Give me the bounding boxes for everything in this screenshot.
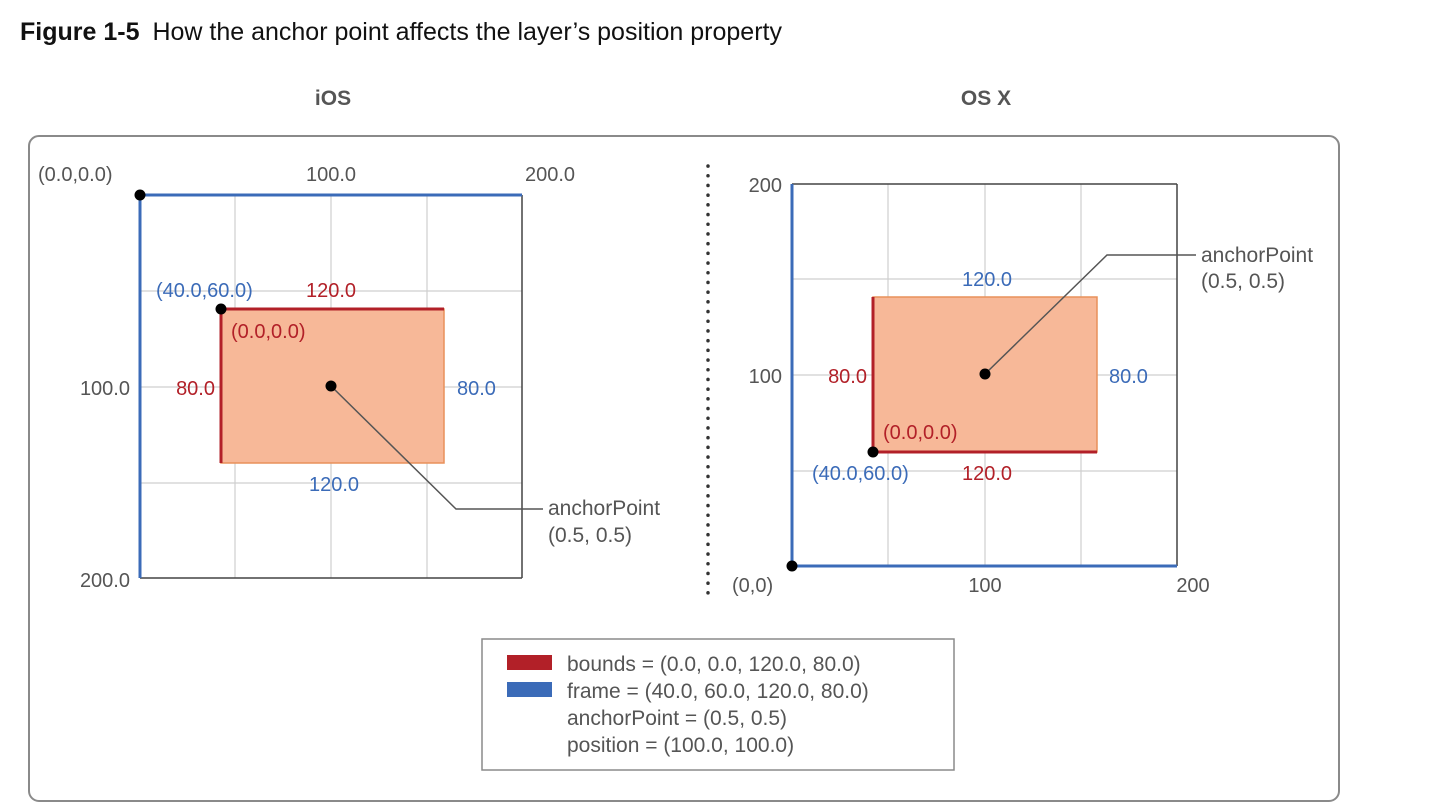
osx-anchor-callout-line1: anchorPoint xyxy=(1201,244,1313,267)
osx-anchor-callout-line2: (0.5, 0.5) xyxy=(1201,270,1285,293)
ios-y-tick-200: 200.0 xyxy=(80,570,130,592)
ios-heading: iOS xyxy=(315,87,351,110)
ios-frame-origin-point xyxy=(215,303,227,315)
ios-bounds-width-label: 120.0 xyxy=(306,280,356,302)
osx-panel: 200 100 (0,0) 100 200 120.0 80.0 80.0 (0… xyxy=(732,175,1313,597)
osx-y-tick-200: 200 xyxy=(749,175,782,197)
ios-origin-point xyxy=(134,189,146,201)
osx-frame-height-label: 80.0 xyxy=(1109,366,1148,388)
osx-origin-label: (0,0) xyxy=(732,575,773,597)
ios-frame-height-label: 80.0 xyxy=(457,378,496,400)
legend-position-text: position = (100.0, 100.0) xyxy=(567,734,794,757)
osx-bounds-origin-label: (0.0,0.0) xyxy=(883,422,957,444)
ios-panel: (0.0,0.0) 100.0 200.0 100.0 200.0 (40.0,… xyxy=(38,164,660,592)
osx-y-tick-100: 100 xyxy=(749,366,782,388)
ios-x-tick-200: 200.0 xyxy=(525,164,575,186)
osx-x-tick-100: 100 xyxy=(968,575,1001,597)
legend-bounds-swatch xyxy=(507,655,552,670)
legend-bounds-text: bounds = (0.0, 0.0, 120.0, 80.0) xyxy=(567,653,861,676)
ios-origin-label: (0.0,0.0) xyxy=(38,164,112,186)
ios-anchor-point xyxy=(325,380,337,392)
ios-anchor-callout-line1: anchorPoint xyxy=(548,497,660,520)
ios-bounds-origin-label: (0.0,0.0) xyxy=(231,321,305,343)
osx-anchor-callout-line xyxy=(984,254,1196,375)
figure-title: How the anchor point affects the layer’s… xyxy=(152,18,782,46)
ios-frame-origin-label: (40.0,60.0) xyxy=(156,280,253,302)
figure-number: Figure 1-5 xyxy=(20,18,140,46)
osx-bounds-width-label: 120.0 xyxy=(962,463,1012,485)
osx-frame-origin-point xyxy=(867,446,879,458)
osx-origin-point xyxy=(786,560,798,572)
ios-x-tick-100: 100.0 xyxy=(306,164,356,186)
osx-anchor-point xyxy=(979,368,991,380)
legend: bounds = (0.0, 0.0, 120.0, 80.0) frame =… xyxy=(481,638,955,771)
osx-frame-width-label: 120.0 xyxy=(962,269,1012,291)
osx-bounds-height-label: 80.0 xyxy=(828,366,867,388)
osx-x-tick-200: 200 xyxy=(1176,575,1209,597)
legend-frame-swatch xyxy=(507,682,552,697)
ios-frame-width-label: 120.0 xyxy=(309,474,359,496)
figure-caption: Figure 1-5 How the anchor point affects … xyxy=(20,18,782,47)
legend-frame-text: frame = (40.0, 60.0, 120.0, 80.0) xyxy=(567,680,869,703)
ios-anchor-callout-line xyxy=(330,385,543,510)
figure-container xyxy=(28,135,1340,802)
ios-bounds-height-label: 80.0 xyxy=(176,378,215,400)
legend-anchor-text: anchorPoint = (0.5, 0.5) xyxy=(567,707,787,730)
osx-frame-origin-label: (40.0,60.0) xyxy=(812,463,909,485)
legend-box xyxy=(481,638,955,771)
osx-heading: OS X xyxy=(961,87,1011,110)
ios-y-tick-100: 100.0 xyxy=(80,378,130,400)
ios-anchor-callout-line2: (0.5, 0.5) xyxy=(548,524,632,547)
